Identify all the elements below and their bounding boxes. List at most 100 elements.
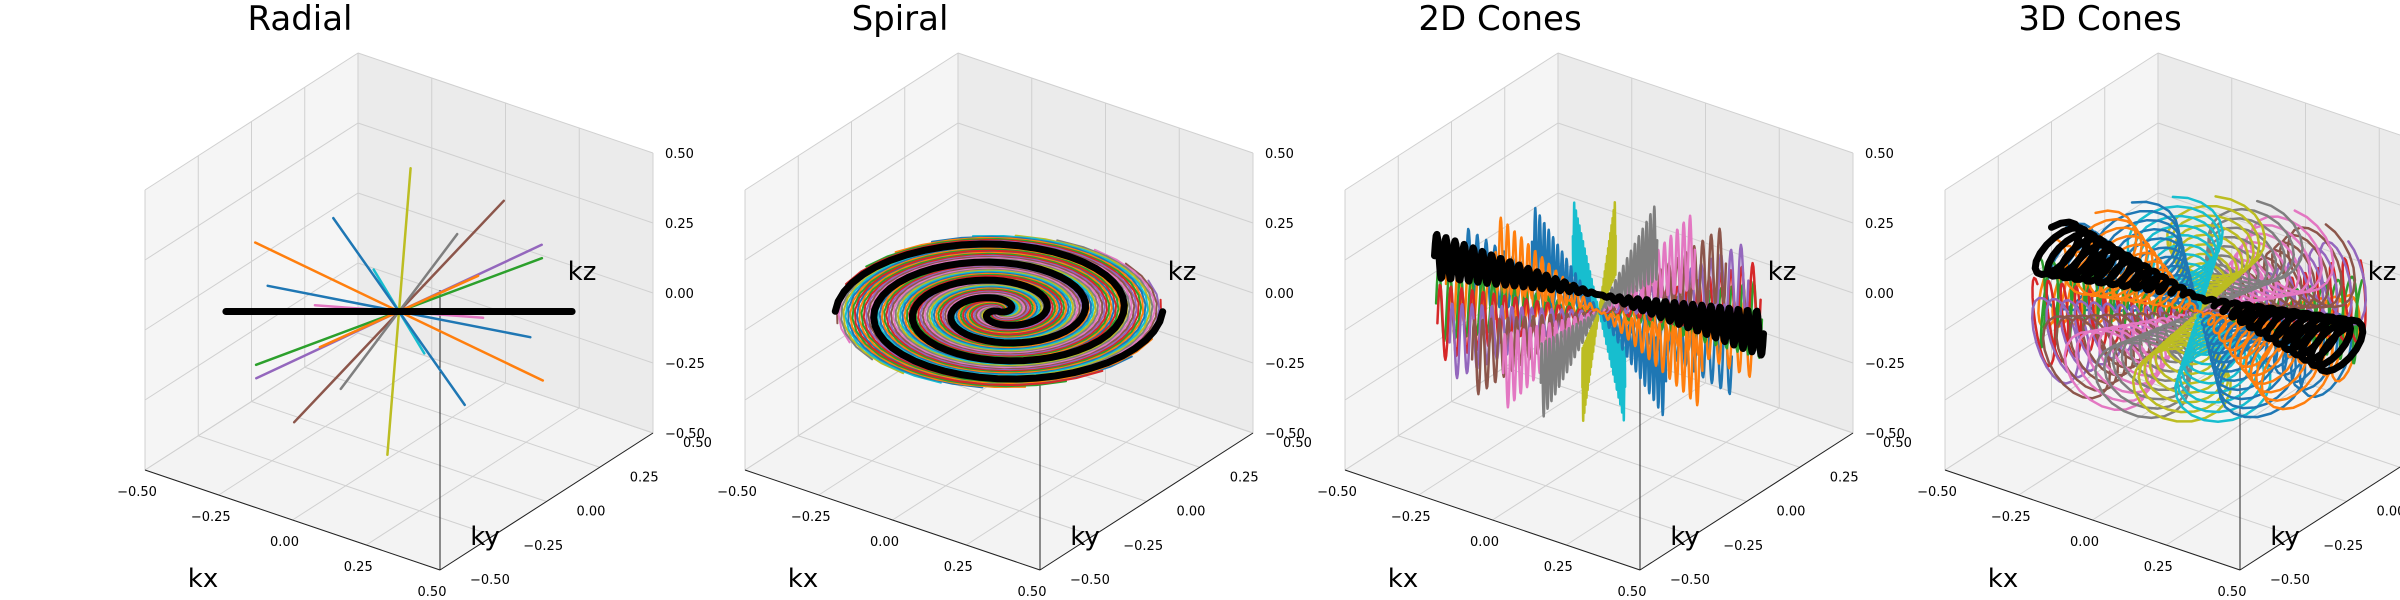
z-tick-label: −0.50 (1265, 427, 1305, 442)
y-tick-label: −0.25 (1723, 539, 1763, 554)
highlight-cone-arm (1431, 230, 1767, 359)
x-tick-label: 0.25 (344, 560, 373, 575)
x-tick-label: −0.25 (791, 510, 831, 525)
y-tick-label: −0.25 (1123, 539, 1163, 554)
grid-line (357, 52, 654, 154)
y-tick-label: 0.00 (1777, 505, 1806, 520)
x-tick-label: −0.50 (117, 485, 157, 500)
spiral-interleave (853, 249, 1118, 387)
grid-line (744, 192, 959, 331)
panel-title: Spiral (852, 0, 949, 39)
grid-line (144, 52, 359, 191)
panel-2d-cones: 2D Cones −0.50 −0.50 −0.50 −0.25 −0.25 −0.25 0… (1317, 0, 1912, 600)
grid-line (1944, 52, 2159, 191)
grid-line (1344, 122, 1559, 261)
grid-line (2157, 52, 2400, 136)
z-tick-label: −0.25 (1865, 357, 1905, 372)
highlight-cone-arm (2031, 218, 2367, 375)
y-tick-label: −0.50 (2270, 573, 2310, 588)
x-axis-label: kx (188, 564, 218, 594)
grid-line (851, 401, 1147, 502)
z-tick-label: −0.50 (665, 427, 705, 442)
grid-line (2051, 401, 2347, 502)
y-tick-label: −0.25 (523, 539, 563, 554)
grid-line (304, 366, 600, 468)
trajectory-lines (222, 166, 576, 457)
grid-line (957, 192, 1254, 294)
highlight-interleave (831, 240, 1167, 383)
grid-line (1557, 192, 1854, 294)
spiral-interleave (862, 253, 1162, 382)
x-tick-label: 0.50 (418, 585, 447, 600)
z-tick-label: −0.50 (1865, 427, 1905, 442)
grid-line (744, 122, 959, 261)
floor-pane (1945, 333, 2400, 570)
grid-line (1451, 401, 1747, 502)
trajectory-lines (1431, 200, 1767, 423)
z-tick-label: 0.25 (1865, 217, 1894, 232)
y-tick-label: −0.50 (1070, 573, 1110, 588)
x-axis-label: kx (788, 564, 818, 594)
y-tick-label: 0.25 (1230, 470, 1259, 485)
z-tick-label: 0.25 (1265, 217, 1294, 232)
grid-line (144, 122, 359, 261)
z-tick-label: 0.00 (1865, 287, 1894, 302)
y-axis-line (2239, 466, 2400, 571)
grid-line (251, 401, 547, 502)
spiral-interleave (836, 241, 1136, 370)
x-axis-label: kx (1988, 564, 2018, 594)
x-tick-label: 0.25 (1544, 560, 1573, 575)
y-tick-label: −0.25 (2323, 539, 2363, 554)
grid-line (357, 122, 654, 224)
y-tick-label: −0.50 (1670, 573, 1710, 588)
grid-line (1557, 52, 1854, 154)
panel-title: 3D Cones (2018, 0, 2181, 39)
y-tick-label: 0.50 (1283, 436, 1312, 451)
y-axis-line (439, 432, 654, 571)
y-axis-line (1639, 432, 1854, 571)
grid-line (357, 332, 654, 434)
x-axis-line (744, 469, 1041, 571)
z-tick-label: −0.25 (665, 357, 705, 372)
x-tick-label: 0.25 (2144, 560, 2173, 575)
grid-line (1944, 122, 2159, 261)
grid-line (957, 52, 1254, 154)
x-tick-label: −0.50 (1917, 485, 1957, 500)
z-axis-label: kz (1168, 257, 1197, 287)
spiral-interleave (837, 242, 1133, 369)
grid-line (957, 122, 1254, 224)
x-tick-label: 0.50 (1618, 585, 1647, 600)
x-tick-label: 0.25 (944, 560, 973, 575)
x-tick-label: −0.25 (1991, 510, 2031, 525)
z-tick-label: 0.00 (665, 287, 694, 302)
y-tick-label: 0.00 (2377, 505, 2400, 520)
x-tick-label: 0.00 (270, 535, 299, 550)
z-axis-label: kz (568, 257, 597, 287)
grid-line (1565, 407, 1780, 546)
z-tick-label: 0.50 (665, 147, 694, 162)
trajectory-lines (2030, 195, 2368, 423)
y-axis-label: ky (1670, 522, 1700, 552)
y-axis-label: ky (470, 522, 500, 552)
x-tick-label: −0.25 (191, 510, 231, 525)
trajectory-lines (831, 234, 1167, 389)
x-tick-label: 0.00 (2070, 535, 2099, 550)
y-tick-label: 0.50 (1883, 436, 1912, 451)
x-axis-label: kx (1388, 564, 1418, 594)
grid-line (2165, 407, 2380, 546)
grid-line (965, 407, 1180, 546)
z-tick-label: 0.25 (665, 217, 694, 232)
x-tick-label: 0.00 (1470, 535, 1499, 550)
x-axis-line (144, 469, 441, 571)
z-tick-label: −0.25 (1265, 357, 1305, 372)
grid-line (365, 407, 580, 546)
x-axis-line (1944, 469, 2241, 571)
x-tick-label: −0.50 (717, 485, 757, 500)
grid-line (744, 52, 959, 191)
grid-line (1557, 122, 1854, 224)
spiral-interleave (865, 254, 1161, 381)
y-tick-label: 0.50 (683, 436, 712, 451)
z-tick-label: 0.00 (1265, 287, 1294, 302)
x-tick-label: 0.50 (2218, 585, 2247, 600)
